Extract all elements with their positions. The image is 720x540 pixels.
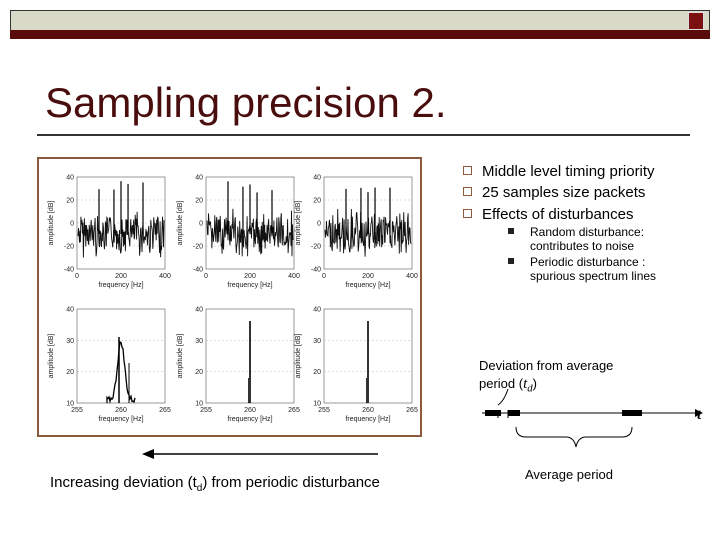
bullet-item: Effects of disturbances [463,206,633,224]
noise-spectrum-line [77,211,165,258]
filled-square-bullet-icon [508,228,514,234]
header-accent-bar [10,30,710,39]
y-tick-label: 20 [195,198,203,205]
x-tick-label: 255 [200,407,212,414]
y-axis-label: amplitude [dB] [48,201,55,246]
square-bullet-icon [463,166,472,175]
average-period-label: Average period [525,467,613,482]
x-tick-label: 265 [288,407,300,414]
x-tick-label: 265 [406,407,418,414]
sub-bullet-text: Periodic disturbance : [530,255,646,269]
x-axis-label: frequency [Hz] [227,282,272,289]
deviation-caption: Deviation from average period (td) [479,357,613,398]
x-axis-label: frequency [Hz] [345,416,390,423]
y-tick-label: 30 [313,338,321,345]
x-tick-label: 0 [204,273,208,280]
deviation-caption-line1: Deviation from average [479,358,614,373]
bullet-text: Middle level timing priority [482,163,655,180]
y-axis-label: amplitude [dB] [295,334,302,379]
y-tick-label: -20 [193,244,203,251]
y-axis-label: amplitude [dB] [48,334,55,379]
x-tick-label: 200 [244,273,256,280]
pulse-marker [485,410,501,416]
y-tick-label: -40 [311,267,321,274]
y-tick-label: 10 [313,401,321,408]
title-divider [37,134,690,136]
sub-bullet-item: Periodic disturbance : spurious spectrum… [508,255,656,283]
y-tick-label: 40 [66,175,74,182]
x-tick-label: 0 [322,273,326,280]
y-tick-label: 40 [313,175,321,182]
y-axis-label: amplitude [dB] [177,334,184,379]
y-tick-label: 20 [313,198,321,205]
time-axis-arrowhead-icon [695,409,703,417]
average-period-brace [515,426,633,448]
y-tick-label: 20 [66,369,74,376]
y-tick-label: 40 [195,307,203,314]
x-tick-label: 400 [159,273,171,280]
deviation-caption-line2: period (td) [479,376,538,395]
y-tick-label: 30 [195,338,203,345]
timing-diagram [482,388,703,448]
x-tick-label: 255 [318,407,330,414]
y-tick-label: 40 [195,175,203,182]
sub-bullet-item: Random disturbance: contributes to noise [508,225,644,253]
square-bullet-icon [463,187,472,196]
x-tick-label: 260 [362,407,374,414]
y-tick-label: -40 [193,267,203,274]
x-axis-label: frequency [Hz] [345,282,390,289]
bottom-caption: Increasing deviation (td) from periodic … [50,474,380,494]
x-tick-label: 400 [288,273,300,280]
filled-square-bullet-icon [508,258,514,264]
bullet-item: 25 samples size packets [463,184,645,202]
time-axis-label: t [697,407,702,423]
left-arrow [142,449,378,459]
y-tick-label: 0 [70,221,74,228]
x-tick-label: 400 [406,273,418,280]
y-tick-label: 20 [66,198,74,205]
corner-square [688,12,704,30]
broad-peak-line [106,341,136,404]
deviation-pointer [497,388,509,406]
y-tick-label: -40 [64,267,74,274]
y-tick-label: 20 [195,369,203,376]
spectrum-figure: 40 20 0 -20 -40 0 200 400 frequency [Hz] amplitud… [37,157,422,437]
y-axis-label: amplitude [dB] [295,201,302,246]
pulse-marker [622,410,642,416]
x-tick-label: 0 [75,273,79,280]
y-tick-label: 20 [313,369,321,376]
y-tick-label: 0 [317,221,321,228]
sub-bullet-text: spurious spectrum lines [530,269,657,283]
x-tick-label: 265 [159,407,171,414]
sub-bullet-text: contributes to noise [530,239,635,253]
y-tick-label: -20 [311,244,321,251]
y-tick-label: 0 [199,221,203,228]
plot-frame [76,308,166,404]
bullet-item: Middle level timing priority [463,163,655,181]
sub-bullet-text: Random disturbance: [530,225,645,239]
x-axis-label: frequency [Hz] [98,282,143,289]
slide-title: Sampling precision 2. [45,79,447,126]
y-tick-label: 30 [66,338,74,345]
x-tick-label: 260 [115,407,127,414]
x-tick-label: 200 [362,273,374,280]
x-tick-label: 260 [244,407,256,414]
x-tick-label: 255 [71,407,83,414]
y-axis-label: amplitude [dB] [177,201,184,246]
bullet-text: Effects of disturbances [482,206,634,223]
y-tick-label: -20 [64,244,74,251]
x-tick-label: 200 [115,273,127,280]
x-axis-label: frequency [Hz] [98,416,143,423]
y-tick-label: 10 [195,401,203,408]
square-bullet-icon [463,209,472,218]
y-tick-label: 40 [313,307,321,314]
x-axis-label: frequency [Hz] [227,416,272,423]
pulse-marker [508,410,520,416]
y-tick-label: 10 [66,401,74,408]
y-tick-label: 40 [66,307,74,314]
bullet-text: 25 samples size packets [482,184,646,201]
arrow-left-icon [142,449,154,459]
